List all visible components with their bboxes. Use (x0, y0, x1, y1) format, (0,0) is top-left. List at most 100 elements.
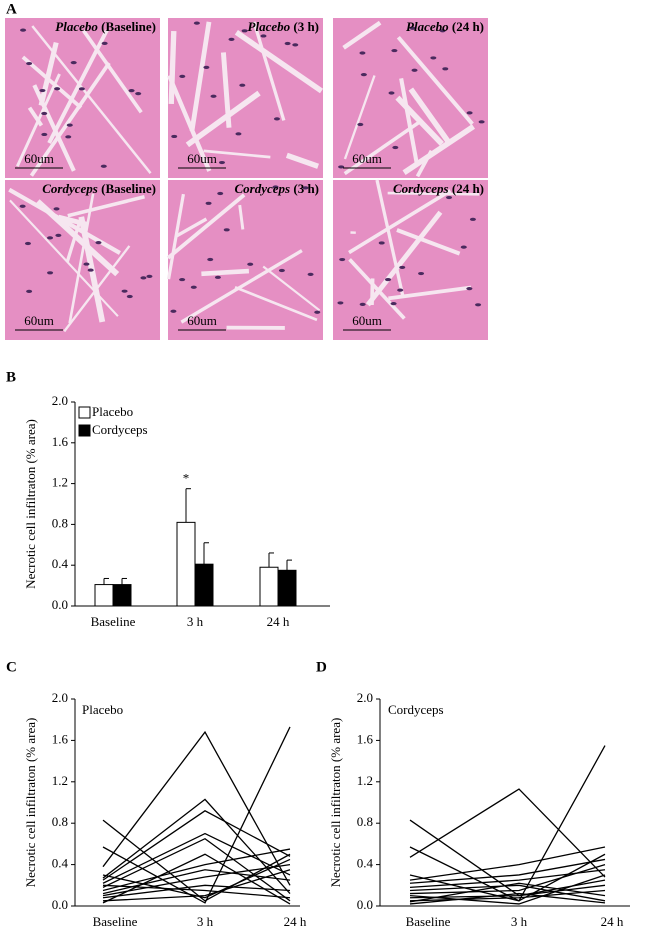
histology-image: Placebo (3 h) 60um (167, 18, 324, 178)
nucleus (359, 51, 366, 55)
nucleus (399, 265, 406, 270)
subject-line (102, 869, 291, 895)
nucleus (47, 236, 54, 240)
subject-line (102, 837, 291, 902)
nucleus (217, 191, 224, 196)
nucleus (24, 241, 31, 246)
tissue (333, 18, 488, 178)
treatment: Placebo (248, 19, 291, 34)
y-tick-label: 0.4 (52, 856, 69, 871)
subject-line (102, 858, 291, 899)
nucleus (475, 303, 482, 307)
nucleus (87, 268, 94, 272)
tissue-border (67, 195, 145, 218)
scale-bar-label: 60um (24, 313, 54, 328)
nucleus (357, 122, 364, 127)
time-point: (Baseline) (101, 19, 156, 34)
y-tick-label: 0.0 (357, 897, 373, 912)
nucleus (83, 262, 90, 266)
subject-line (409, 846, 606, 881)
nucleus (360, 73, 367, 77)
treatment: Placebo (406, 19, 449, 34)
subject-line (102, 819, 291, 902)
nucleus (78, 87, 85, 91)
x-tick-label: 24 h (601, 914, 624, 929)
subject-line (409, 874, 606, 905)
nucleus (378, 241, 385, 245)
tissue-border (402, 124, 476, 176)
subject-line (409, 745, 606, 902)
image-label: Placebo (24 h) (406, 19, 484, 34)
nucleus (284, 41, 291, 46)
nucleus (260, 34, 267, 38)
y-tick-label: 1.2 (52, 773, 68, 788)
histology-image: Placebo (24 h) 60um (333, 18, 488, 178)
subject-line (102, 810, 291, 881)
tissue-border (29, 61, 111, 177)
tissue-border (234, 30, 324, 94)
nucleus (228, 37, 235, 41)
tissue-border (348, 189, 452, 255)
nucleus (193, 21, 200, 25)
time-point: (3 h) (293, 19, 319, 34)
chart-title: Cordyceps (388, 702, 444, 717)
chart-title: Placebo (82, 702, 123, 717)
bar (176, 521, 196, 607)
nucleus (390, 302, 397, 306)
subject-line (102, 884, 291, 899)
tissue-border (185, 90, 261, 148)
tissue (5, 180, 160, 340)
panel-label: D (316, 659, 327, 675)
subject-line (409, 884, 606, 899)
nucleus (170, 309, 177, 313)
nucleus (478, 120, 485, 124)
scale-bar-label: 60um (24, 151, 54, 166)
nucleus (337, 301, 344, 305)
nucleus (179, 74, 186, 78)
image-label: Placebo (Baseline) (55, 19, 156, 34)
nucleus (140, 276, 147, 280)
tissue-border (203, 149, 271, 159)
tissue-border (396, 35, 474, 126)
y-tick-label: 0.8 (52, 814, 68, 829)
y-tick-label: 2.0 (52, 690, 68, 705)
nucleus (218, 160, 225, 165)
tissue-border (408, 87, 452, 145)
nucleus (239, 83, 246, 87)
bar (94, 584, 114, 607)
tissue-border (395, 95, 444, 146)
tissue-border (388, 285, 472, 301)
bar (112, 584, 132, 607)
tissue-border (35, 199, 120, 277)
histology-image: Placebo (Baseline) 60um (5, 18, 160, 178)
tissue-border (167, 74, 212, 172)
nucleus (54, 87, 61, 91)
nucleus (135, 92, 142, 96)
x-tick-label: 24 h (267, 614, 290, 629)
tissue-border (396, 228, 461, 256)
x-tick-label: Baseline (406, 914, 451, 929)
nucleus (121, 289, 128, 293)
nucleus (446, 195, 453, 200)
tissue-border (415, 149, 434, 178)
nucleus (126, 294, 133, 299)
tissue-border (342, 20, 382, 50)
histology-image: Cordyceps (24 h) 60um (333, 179, 488, 340)
tissue-border (348, 258, 406, 320)
nucleus (466, 287, 473, 291)
subject-line (409, 788, 606, 878)
y-tick-label: 0.8 (357, 814, 373, 829)
nucleus (171, 134, 178, 139)
nucleus (39, 88, 46, 93)
scale-bar-label: 60um (352, 151, 382, 166)
nucleus (128, 89, 135, 93)
nucleus (418, 271, 425, 276)
nucleus (205, 201, 212, 205)
nucleus (26, 289, 33, 293)
subject-line (102, 869, 291, 902)
nucleus (273, 117, 280, 121)
y-axis-label: Necrotic cell infiltraton (% area) (23, 419, 38, 589)
nucleus (385, 277, 392, 282)
nucleus (41, 111, 48, 116)
